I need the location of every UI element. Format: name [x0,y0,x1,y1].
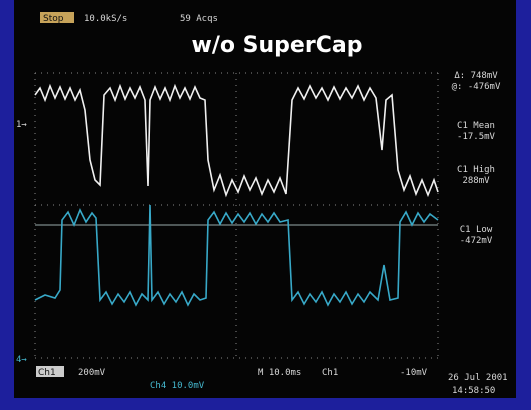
readout-line2: -17.5mV [457,132,496,142]
readout-line1: C1 Mean [457,121,495,131]
title: w/o SuperCap [192,33,363,58]
ch1-marker: 1→ [16,120,27,130]
timebase: M 10.0ms [258,368,301,378]
scope-photo: Stop 10.0kS/s 59 Acqs w/o SuperCap 1→ 4→… [0,0,531,410]
readout-line2: @: -476mV [452,82,501,92]
readout-line1: C1 Low [460,225,493,235]
acquisitions: 59 Acqs [180,14,218,24]
channel: Ch1 [38,368,56,378]
readout-line2: 288mV [462,176,490,186]
time: 14:58:50 [452,386,495,396]
readout-line1: C1 High [457,165,495,175]
trigger-channel: Ch1 [322,368,338,378]
readout-line2: -472mV [460,236,493,246]
scale: 200mV [78,368,106,378]
readout-line1: Δ: 748mV [454,71,498,81]
sample-rate: 10.0kS/s [84,14,127,24]
trigger-level: -10mV [400,368,428,378]
date: 26 Jul 2001 [448,373,508,383]
screen [14,0,516,398]
ch4-scale: Ch4 10.0mV [150,381,205,391]
state: Stop [43,14,64,24]
page: Stop 10.0kS/s 59 Acqs w/o SuperCap 1→ 4→… [0,0,531,410]
ch4-marker: 4→ [16,355,27,365]
